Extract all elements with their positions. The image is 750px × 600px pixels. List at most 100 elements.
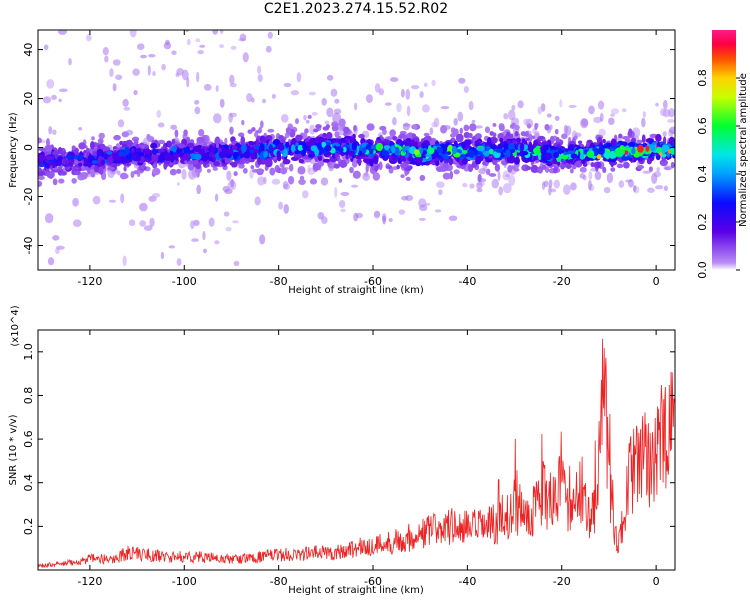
spectrogram-cell: [579, 153, 585, 160]
spectrogram-noise-blob: [326, 107, 334, 118]
spectrogram-noise-blob: [171, 50, 177, 56]
spectrogram-cell: [334, 131, 340, 138]
spectrogram-cell: [62, 157, 66, 165]
spectrogram-cell: [628, 128, 633, 137]
spectrogram-cell: [610, 161, 614, 168]
spectrogram-noise-blob: [321, 97, 327, 106]
spectrogram-cell: [251, 127, 256, 132]
spectrogram-cell: [238, 132, 245, 138]
spectrogram-cell: [135, 148, 142, 153]
spectrogram-cell: [297, 166, 306, 175]
spectrogram-cell: [461, 158, 468, 165]
spectrogram-noise-blob: [419, 204, 428, 211]
spectrogram-noise-blob: [431, 79, 436, 87]
spectrogram-cell: [571, 164, 577, 170]
spectrogram-cell: [489, 131, 495, 136]
spectrogram-cell: [196, 136, 204, 144]
spectrogram-noise-blob: [468, 100, 474, 111]
spectrogram-noise-blob: [42, 96, 52, 104]
spectrogram-y-tick-label: -40: [22, 237, 35, 255]
snr-x-axis-label: Height of straight line (km): [288, 585, 424, 596]
spectrogram-cell: [78, 154, 83, 160]
spectrogram-cell: [641, 134, 646, 143]
spectrogram-noise-blob: [305, 119, 310, 124]
spectrogram-noise-blob: [199, 44, 206, 48]
spectrogram-noise-blob: [656, 167, 660, 172]
spectrogram-cell: [369, 148, 374, 155]
spectrogram-noise-blob: [406, 105, 411, 117]
spectrogram-cell: [351, 159, 358, 168]
spectrogram-cell: [384, 145, 390, 151]
spectrogram-noise-blob: [58, 30, 67, 35]
spectrogram-cell: [247, 141, 255, 146]
spectrogram-cell: [405, 176, 411, 181]
spectrogram-cell: [294, 150, 300, 155]
spectrogram-cell: [267, 128, 275, 133]
spectrogram-cell: [240, 144, 247, 153]
spectrogram-cell: [338, 159, 348, 168]
spectrogram-cell: [265, 134, 273, 141]
spectrogram-cell: [554, 128, 559, 135]
spectrogram-cell: [100, 159, 106, 165]
spectrogram-cell: [567, 150, 575, 155]
spectrogram-y-tick-label: 0: [22, 144, 35, 151]
spectrogram-cell: [196, 170, 200, 178]
spectrogram-noise-blob: [642, 170, 651, 174]
spectrogram-cell: [209, 148, 216, 153]
spectrogram-noise-blob: [123, 106, 131, 111]
spectrogram-noise-blob: [170, 124, 177, 130]
spectrogram-noise-blob: [143, 225, 153, 231]
spectrogram-cell: [623, 161, 630, 169]
spectrogram-cell: [133, 139, 139, 145]
spectrogram-cell: [45, 138, 51, 147]
spectrogram-cell: [213, 160, 221, 167]
spectrogram-noise-blob: [659, 108, 667, 117]
spectrogram-cell: [602, 166, 607, 174]
spectrogram-noise-blob: [405, 88, 411, 100]
spectrogram-noise-blob: [120, 193, 125, 204]
spectrogram-noise-blob: [262, 98, 267, 104]
spectrogram-cell: [356, 159, 362, 164]
spectrogram-cell: [241, 119, 245, 126]
spectrogram-noise-blob: [128, 219, 136, 227]
spectrogram-cell: [442, 172, 451, 180]
spectrogram-noise-blob: [157, 122, 165, 128]
spectrogram-noise-blob: [308, 91, 316, 96]
spectrogram-noise-blob: [321, 216, 328, 224]
spectrogram-noise-blob: [598, 128, 606, 137]
spectrogram-noise-blob: [215, 85, 219, 93]
spectrogram-cell: [259, 120, 264, 129]
spectrogram-noise-blob: [653, 171, 662, 178]
spectrogram-cell: [446, 151, 452, 155]
spectrogram-noise-blob: [202, 230, 206, 241]
spectrogram-cell: [78, 142, 86, 150]
spectrogram-cell: [461, 141, 466, 150]
spectrogram-cell: [516, 137, 521, 143]
spectrogram-noise-blob: [46, 79, 55, 89]
spectrogram-cell: [176, 148, 183, 154]
spectrogram-noise-blob: [72, 197, 79, 207]
spectrogram-noise-blob: [194, 99, 200, 105]
spectrogram-cell: [471, 162, 478, 168]
colorbar-tick-label: 0.6: [696, 117, 709, 135]
spectrogram-cell: [586, 141, 590, 147]
spectrogram-cell: [578, 140, 583, 145]
spectrogram-noise-blob: [448, 215, 458, 222]
spectrogram-noise-blob: [52, 235, 60, 241]
spectrogram-noise-blob: [181, 168, 187, 180]
spectrogram-cell: [169, 168, 177, 176]
spectrogram-cell: [113, 134, 121, 141]
spectrogram-noise-blob: [440, 106, 450, 110]
spectrogram-noise-blob: [606, 172, 614, 184]
spectrogram-noise-blob: [203, 83, 212, 91]
spectrogram-cell: [170, 145, 178, 153]
snr-x-tick-label: -40: [458, 575, 476, 588]
spectrogram-noise-blob: [219, 44, 225, 49]
spectrogram-noise-blob: [471, 119, 476, 124]
spectrogram-cell: [519, 142, 525, 152]
spectrogram-cell: [338, 147, 344, 153]
spectrogram-noise-blob: [625, 179, 633, 183]
spectrogram-cell: [527, 143, 534, 153]
spectrogram-cell: [298, 178, 306, 186]
